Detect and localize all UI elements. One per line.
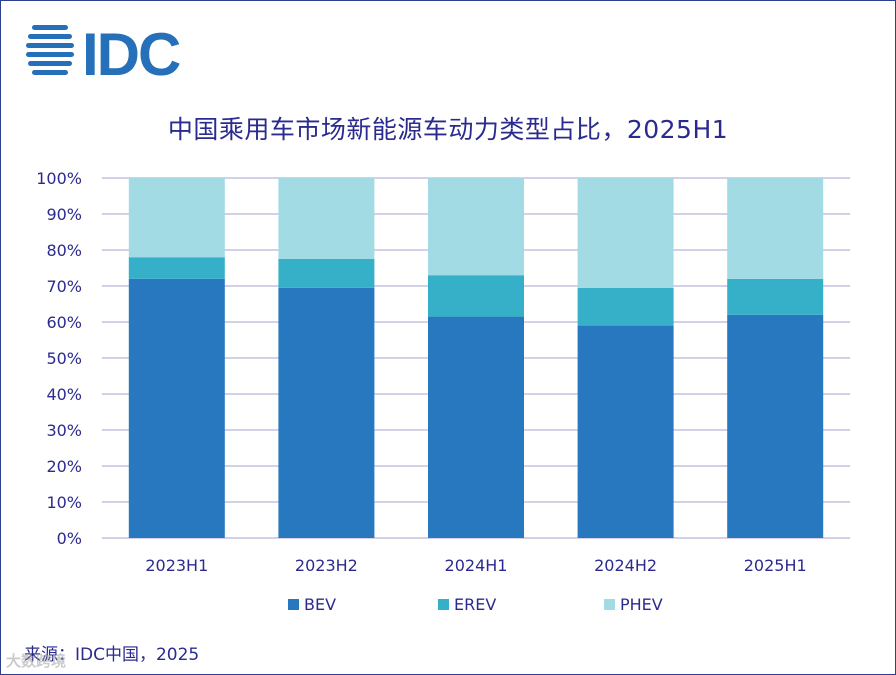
y-tick-label: 10% <box>46 493 82 512</box>
bar-erev <box>428 275 524 317</box>
y-tick-label: 40% <box>46 385 82 404</box>
bar-phev <box>128 178 225 258</box>
logo-text: IDC <box>82 21 180 82</box>
legend-label-phev: PHEV <box>620 595 663 614</box>
bar-bev <box>128 278 225 538</box>
legend-swatch-bev <box>288 599 299 610</box>
x-tick-label: 2024H1 <box>445 556 508 575</box>
legend-swatch-erev <box>438 599 449 610</box>
bar-erev <box>577 287 674 326</box>
bar-phev <box>278 178 375 259</box>
y-tick-label: 20% <box>46 457 82 476</box>
logo-stripe <box>32 25 68 30</box>
idc-logo: IDC <box>26 21 182 82</box>
legend-swatch-phev <box>604 599 615 610</box>
bar-phev <box>727 178 824 279</box>
x-tick-label: 2025H1 <box>744 556 807 575</box>
source-note: 来源：IDC中国，2025 <box>24 645 200 665</box>
legend-label-erev: EREV <box>454 595 496 614</box>
logo-stripe <box>28 34 72 39</box>
x-tick-label: 2024H2 <box>594 556 657 575</box>
y-tick-label: 30% <box>46 421 82 440</box>
x-tick-label: 2023H1 <box>145 556 208 575</box>
legend-label-bev: BEV <box>304 595 336 614</box>
watermark: 大数跨境 <box>6 652 67 670</box>
y-tick-label: 60% <box>46 313 82 332</box>
y-tick-label: 70% <box>46 277 82 296</box>
y-tick-label: 90% <box>46 205 82 224</box>
bar-bev <box>278 287 375 538</box>
y-tick-label: 0% <box>57 529 82 548</box>
bar-erev <box>278 259 375 288</box>
bar-bev <box>428 316 524 538</box>
bar-erev <box>727 278 824 315</box>
x-tick-label: 2023H2 <box>295 556 358 575</box>
logo-stripe <box>26 52 74 57</box>
chart-title: 中国乘用车市场新能源车动力类型占比，2025H1 <box>167 115 729 144</box>
logo-stripe <box>28 61 72 66</box>
logo-stripe <box>32 70 68 75</box>
bar-phev <box>428 178 524 276</box>
bar-erev <box>128 257 225 279</box>
bar-bev <box>727 314 824 538</box>
bar-bev <box>577 325 674 538</box>
y-tick-label: 80% <box>46 241 82 260</box>
logo-stripe <box>26 43 74 48</box>
y-tick-label: 50% <box>46 349 82 368</box>
bar-phev <box>577 178 674 288</box>
y-tick-label: 100% <box>36 169 82 188</box>
